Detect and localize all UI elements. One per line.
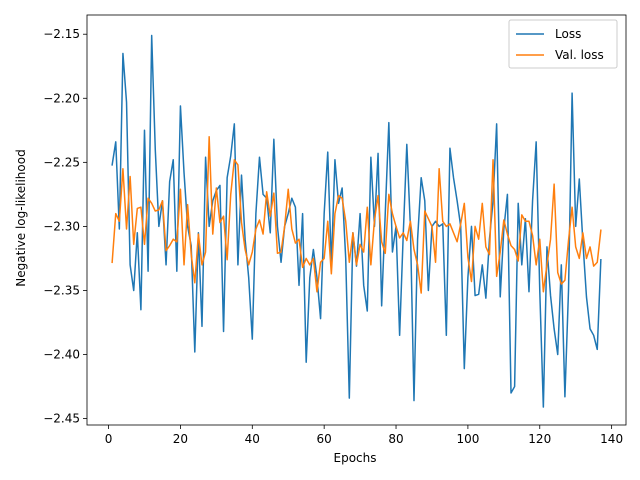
y-axis-label: Negative log-likelihood bbox=[14, 149, 28, 286]
x-tick-label: 0 bbox=[105, 432, 113, 446]
legend: Loss Val. loss bbox=[508, 19, 618, 69]
y-tick-label: −2.45 bbox=[43, 412, 80, 426]
plot-area-frame bbox=[86, 14, 627, 426]
y-tick-label: −2.20 bbox=[43, 91, 80, 105]
x-tick-label: 120 bbox=[528, 432, 551, 446]
x-tick-label: 100 bbox=[456, 432, 479, 446]
y-tick-label: −2.25 bbox=[43, 155, 80, 169]
x-tick-label: 140 bbox=[600, 432, 623, 446]
series-line-val-loss bbox=[111, 135, 602, 294]
legend-box bbox=[508, 19, 618, 69]
x-tick-label: 20 bbox=[173, 432, 188, 446]
y-axis-ticks: −2.45 −2.40 −2.35 −2.30 −2.25 −2.20 −2.15 bbox=[43, 27, 87, 426]
x-tick-label: 40 bbox=[245, 432, 260, 446]
x-axis-ticks: 0 20 40 60 80 100 120 140 bbox=[105, 425, 623, 446]
legend-label-loss: Loss bbox=[555, 27, 581, 41]
x-axis-label: Epochs bbox=[334, 451, 377, 465]
x-tick-label: 60 bbox=[317, 432, 332, 446]
y-tick-label: −2.30 bbox=[43, 219, 80, 233]
x-tick-label: 80 bbox=[388, 432, 403, 446]
y-tick-label: −2.35 bbox=[43, 283, 80, 297]
axes-frame bbox=[86, 14, 627, 426]
legend-label-val-loss: Val. loss bbox=[555, 48, 604, 62]
plot-lines bbox=[111, 34, 602, 408]
y-tick-label: −2.15 bbox=[43, 27, 80, 41]
y-tick-label: −2.40 bbox=[43, 348, 80, 362]
series-line-loss bbox=[111, 34, 602, 408]
